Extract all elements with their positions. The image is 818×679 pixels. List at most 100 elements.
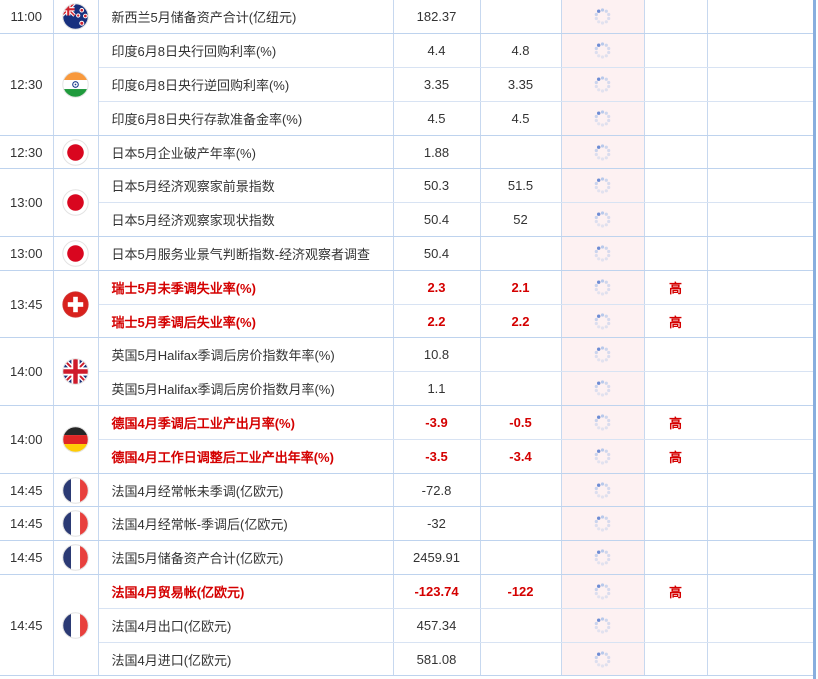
spinner-cell: [561, 371, 645, 407]
actual-value-cell: 4.4: [393, 33, 481, 69]
spinner-cell: [561, 135, 645, 170]
actual-value-cell: -3.5: [393, 439, 481, 474]
uk-flag-icon: [62, 358, 89, 385]
loading-spinner-icon[interactable]: [593, 514, 612, 533]
table-row: 法国4月出口(亿欧元) 457.34: [0, 608, 814, 643]
loading-spinner-icon[interactable]: [593, 41, 612, 60]
extra-cell: [707, 439, 814, 474]
extra-cell: [707, 574, 814, 609]
actual-value-cell: 1.88: [393, 135, 481, 170]
time-cell: 14:00: [0, 405, 54, 474]
loading-spinner-icon[interactable]: [593, 278, 612, 297]
forecast-value-cell: 2.1: [480, 270, 562, 305]
actual-value-cell: 457.34: [393, 608, 481, 643]
loading-spinner-icon[interactable]: [593, 345, 612, 364]
event-cell: 法国4月经常帐未季调(亿欧元): [98, 473, 394, 508]
france-flag-icon: [62, 510, 89, 538]
loading-spinner-icon[interactable]: [593, 447, 612, 466]
time-cell: 12:30: [0, 135, 54, 170]
importance-cell: [644, 608, 708, 643]
spinner-cell: [561, 405, 645, 440]
loading-spinner-icon[interactable]: [593, 481, 612, 500]
spinner-cell: [561, 608, 645, 643]
extra-cell: [707, 135, 814, 170]
importance-cell: [644, 135, 708, 170]
extra-cell: [707, 540, 814, 576]
importance-cell: [644, 33, 708, 69]
loading-spinner-icon[interactable]: [593, 582, 612, 601]
event-cell: 新西兰5月储备资产合计(亿纽元): [98, 0, 394, 35]
time-cell: 12:30: [0, 33, 54, 136]
spinner-cell: [561, 304, 645, 339]
loading-spinner-icon[interactable]: [593, 413, 612, 432]
loading-spinner-icon[interactable]: [593, 75, 612, 94]
flag-cell: [53, 506, 99, 542]
time-cell: 11:00: [0, 0, 54, 35]
extra-cell: [707, 33, 814, 69]
flag-cell: [53, 168, 99, 238]
event-cell: 印度6月8日央行存款准备金率(%): [98, 101, 394, 136]
actual-value-cell: -32: [393, 506, 481, 542]
table-row: 德国4月工作日调整后工业产出年率(%) -3.5 -3.4 高: [0, 439, 814, 474]
importance-cell: 高: [644, 405, 708, 440]
table-row: 14:00 英国5月Halifax季调后房价指数年率(%) 10.8: [0, 337, 814, 407]
extra-cell: [707, 473, 814, 508]
extra-cell: [707, 236, 814, 271]
event-cell: 日本5月经济观察家前景指数: [98, 168, 394, 204]
extra-cell: [707, 642, 814, 677]
forecast-value-cell: [480, 135, 562, 170]
table-row: 法国4月进口(亿欧元) 581.08: [0, 642, 814, 677]
extra-cell: [707, 405, 814, 440]
table-row: 11:00 新西兰5月储备资产合计(亿纽元) 182.37: [0, 0, 814, 35]
loading-spinner-icon[interactable]: [593, 210, 612, 229]
france-flag-icon: [62, 544, 89, 571]
time-cell: 14:45: [0, 574, 54, 677]
importance-cell: [644, 168, 708, 204]
flag-cell: [53, 270, 99, 339]
importance-cell: [644, 101, 708, 136]
actual-value-cell: -3.9: [393, 405, 481, 440]
loading-spinner-icon[interactable]: [593, 244, 612, 263]
importance-cell: [644, 67, 708, 102]
actual-value-cell: 2.3: [393, 270, 481, 305]
event-cell: 法国4月进口(亿欧元): [98, 642, 394, 677]
loading-spinner-icon[interactable]: [593, 379, 612, 398]
event-cell: 瑞士5月未季调失业率(%): [98, 270, 394, 305]
actual-value-cell: 50.4: [393, 202, 481, 238]
importance-cell: [644, 540, 708, 576]
loading-spinner-icon[interactable]: [593, 312, 612, 331]
actual-value-cell: -72.8: [393, 473, 481, 508]
loading-spinner-icon[interactable]: [593, 143, 612, 162]
extra-cell: [707, 202, 814, 238]
spinner-cell: [561, 439, 645, 474]
actual-value-cell: 1.1: [393, 371, 481, 407]
importance-cell: 高: [644, 574, 708, 609]
loading-spinner-icon[interactable]: [593, 616, 612, 635]
flag-cell: [53, 33, 99, 136]
actual-value-cell: 10.8: [393, 337, 481, 373]
loading-spinner-icon[interactable]: [593, 109, 612, 128]
loading-spinner-icon[interactable]: [593, 176, 612, 195]
event-cell: 瑞士5月季调后失业率(%): [98, 304, 394, 339]
spinner-cell: [561, 0, 645, 35]
japan-flag-icon: [62, 240, 89, 267]
time-cell: 13:00: [0, 236, 54, 271]
spinner-cell: [561, 540, 645, 576]
forecast-value-cell: [480, 642, 562, 677]
forecast-value-cell: [480, 0, 562, 35]
spinner-cell: [561, 33, 645, 69]
loading-spinner-icon[interactable]: [593, 548, 612, 567]
loading-spinner-icon[interactable]: [593, 7, 612, 26]
forecast-value-cell: [480, 473, 562, 508]
importance-cell: [644, 473, 708, 508]
importance-cell: [644, 371, 708, 407]
event-cell: 法国4月出口(亿欧元): [98, 608, 394, 643]
time-cell: 13:45: [0, 270, 54, 339]
spinner-cell: [561, 67, 645, 102]
time-cell: 14:45: [0, 473, 54, 508]
extra-cell: [707, 506, 814, 542]
loading-spinner-icon[interactable]: [593, 650, 612, 669]
forecast-value-cell: [480, 540, 562, 576]
event-cell: 法国4月经常帐-季调后(亿欧元): [98, 506, 394, 542]
